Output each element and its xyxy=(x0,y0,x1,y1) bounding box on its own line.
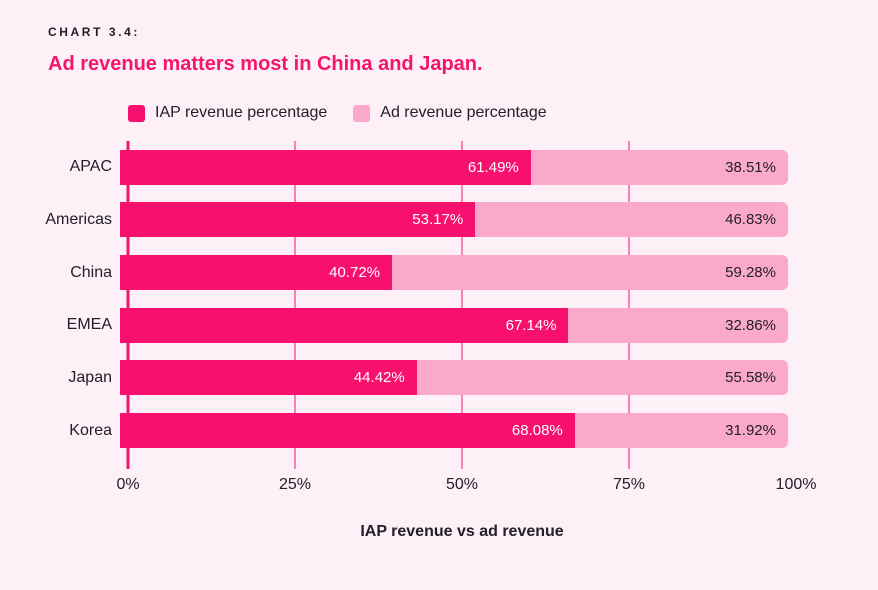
x-axis-title: IAP revenue vs ad revenue xyxy=(360,523,564,540)
x-axis-tick xyxy=(294,457,296,469)
x-axis-tick-label: 0% xyxy=(116,476,140,493)
gridline-layer xyxy=(126,141,796,457)
iap-bar-segment[interactable]: 68.08% xyxy=(120,413,575,449)
x-axis: IAP revenue vs ad revenue 0% 25% 50% 75% 100… xyxy=(116,457,816,567)
chart-row: Americas 53.17% 46.83% xyxy=(0,194,796,247)
ad-bar-segment[interactable]: 55.58% xyxy=(416,360,788,396)
chart-title: Ad revenue matters most in China and Jap… xyxy=(48,53,483,75)
iap-bar-segment[interactable]: 40.72% xyxy=(120,255,392,291)
ad-bar-segment[interactable]: 59.28% xyxy=(392,255,788,291)
chart-eyebrow: CHART 3.4: xyxy=(48,25,141,39)
category-label: APAC xyxy=(69,158,112,176)
ad-bar-segment[interactable]: 38.51% xyxy=(530,149,788,185)
chart-row: Korea 68.08% 31.92% xyxy=(0,404,796,457)
bar-track: 61.49% 38.51% xyxy=(120,149,788,185)
iap-bar-segment[interactable]: 44.42% xyxy=(120,360,417,396)
legend-item-iap[interactable]: IAP revenue percentage xyxy=(128,104,327,122)
x-axis-tick xyxy=(126,457,130,469)
iap-legend-swatch-icon xyxy=(128,104,145,122)
legend-label-iap: IAP revenue percentage xyxy=(155,104,328,121)
category-label: EMEA xyxy=(66,316,112,334)
category-label: China xyxy=(70,263,112,281)
ad-bar-segment[interactable]: 46.83% xyxy=(475,202,788,238)
bar-track: 67.14% 32.86% xyxy=(120,307,788,343)
chart-row: China 40.72% 59.28% xyxy=(0,246,796,299)
ad-legend-swatch-icon xyxy=(353,104,371,122)
legend-item-ad[interactable]: Ad revenue percentage xyxy=(353,104,547,122)
category-label: Korea xyxy=(69,421,112,439)
x-axis-tick-label: 25% xyxy=(278,476,312,493)
category-label: Japan xyxy=(68,368,112,386)
chart-row: EMEA 67.14% 32.86% xyxy=(0,299,796,352)
x-axis-tick xyxy=(461,457,463,469)
ad-bar-segment[interactable]: 31.92% xyxy=(574,413,788,449)
chart-rows: APAC 61.49% 38.51% Americas 53.17% 46.83% Chin… xyxy=(0,141,796,457)
bar-track: 53.17% 46.83% xyxy=(120,202,788,238)
iap-bar-segment[interactable]: 67.14% xyxy=(120,307,569,343)
iap-bar-segment[interactable]: 61.49% xyxy=(120,149,531,185)
x-axis-tick-label: 75% xyxy=(612,476,646,493)
x-axis-tick xyxy=(628,457,630,469)
gridline xyxy=(461,141,463,457)
x-axis-tick-label: 50% xyxy=(445,476,479,493)
gridline xyxy=(294,141,296,457)
chart-legend: IAP revenue percentage Ad revenue percen… xyxy=(128,104,547,122)
bar-track: 40.72% 59.28% xyxy=(120,255,788,291)
category-label: Americas xyxy=(45,210,112,228)
x-axis-tick-label: 100% xyxy=(775,476,817,493)
bar-track: 68.08% 31.92% xyxy=(120,413,788,449)
iap-bar-segment[interactable]: 53.17% xyxy=(120,202,476,238)
ad-bar-segment[interactable]: 32.86% xyxy=(568,307,788,343)
legend-label-ad: Ad revenue percentage xyxy=(380,104,547,121)
gridline xyxy=(628,141,630,457)
chart-row: APAC 61.49% 38.51% xyxy=(0,141,796,194)
gridline xyxy=(126,141,130,457)
bar-track: 44.42% 55.58% xyxy=(120,360,788,396)
chart-row: Japan 44.42% 55.58% xyxy=(0,352,796,405)
